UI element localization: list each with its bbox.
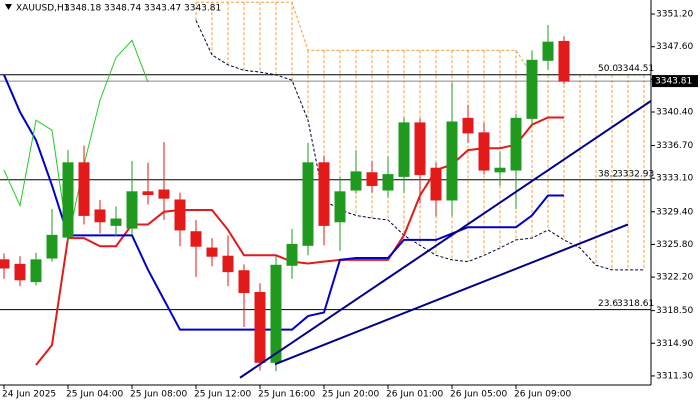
candle-body <box>446 121 458 201</box>
candle-body <box>78 162 90 216</box>
fib-price: 3344.51 <box>617 64 654 74</box>
candle-body <box>30 259 42 283</box>
x-tick-label: 26 Jun 09:00 <box>514 390 571 400</box>
candle-body <box>318 162 330 226</box>
candle-body <box>462 117 474 134</box>
x-tick-label: 26 Jun 05:00 <box>450 390 507 400</box>
y-tick-label: 3329.40 <box>656 207 693 217</box>
fib-ratio: 23.6 <box>598 299 618 309</box>
candle-body <box>334 191 346 223</box>
y-tick-label: 3325.80 <box>656 240 693 250</box>
x-tick-label: 24 Jun 2025 <box>2 390 56 400</box>
candle-body <box>46 234 58 259</box>
x-tick-label: 25 Jun 16:00 <box>258 390 315 400</box>
candle-body <box>558 40 570 82</box>
header-high: 3348.74 <box>104 4 141 14</box>
header-close: 3343.81 <box>184 4 221 14</box>
fib-price: 3332.93 <box>617 169 654 179</box>
y-tick-label: 3351.20 <box>656 10 693 20</box>
x-tick-label: 25 Jun 04:00 <box>66 390 123 400</box>
x-tick-label: 25 Jun 20:00 <box>322 390 379 400</box>
fib-ratio: 38.2 <box>598 169 618 179</box>
candle-body <box>350 171 362 191</box>
candle-body <box>382 174 394 191</box>
candle-body <box>430 167 442 201</box>
y-tick-label: 3347.60 <box>656 42 693 52</box>
trendline <box>274 223 629 366</box>
candle-body <box>510 117 522 171</box>
candle-body <box>542 41 554 61</box>
header-low: 3343.47 <box>144 4 181 14</box>
fib-price: 3318.61 <box>617 299 654 309</box>
y-tick-label: 3318.50 <box>656 306 693 316</box>
candle-body <box>62 162 74 238</box>
cloud-span-b <box>195 20 644 271</box>
candle-body <box>158 189 170 199</box>
price-box <box>652 75 698 88</box>
trendline <box>239 99 651 379</box>
plot-area <box>0 1 651 379</box>
price-box-label: 3343.81 <box>655 77 692 87</box>
candle-body <box>366 172 378 186</box>
indicator-line <box>3 39 149 240</box>
candle-body <box>206 247 218 257</box>
y-tick-label: 3311.30 <box>656 371 693 381</box>
fib-ratio: 50.0 <box>598 64 618 74</box>
y-tick-label: 3333.10 <box>656 174 693 184</box>
x-tick-label: 25 Jun 12:00 <box>194 390 251 400</box>
candle-body <box>270 264 282 363</box>
candle-body <box>126 191 138 229</box>
header-open: 3348.18 <box>64 4 101 14</box>
candle-body <box>494 167 506 173</box>
candle-body <box>0 259 10 269</box>
candle-body <box>222 255 234 273</box>
candle-body <box>254 291 266 363</box>
collapse-icon[interactable] <box>5 4 12 10</box>
indicator-line <box>3 74 564 331</box>
y-tick-label: 3322.20 <box>656 273 693 283</box>
candle-body <box>14 263 26 281</box>
candle-body <box>174 199 186 231</box>
x-tick-label: 26 Jun 01:00 <box>386 390 443 400</box>
candle-body <box>110 218 122 226</box>
candle-body <box>142 191 154 196</box>
y-tick-label: 3340.40 <box>656 108 693 118</box>
candle-body <box>190 231 202 247</box>
candle-body <box>398 122 410 177</box>
y-tick-label: 3336.70 <box>656 141 693 151</box>
candle-body <box>302 162 314 246</box>
candle-body <box>286 243 298 266</box>
symbol: XAUUSD,H1 <box>16 4 70 14</box>
candle-body <box>94 209 106 223</box>
candle-body <box>238 270 250 293</box>
candle-body <box>414 122 426 176</box>
candle-body <box>526 59 538 119</box>
candle-body <box>478 132 490 171</box>
x-tick-label: 25 Jun 08:00 <box>130 390 187 400</box>
y-tick-label: 3314.90 <box>656 339 693 349</box>
